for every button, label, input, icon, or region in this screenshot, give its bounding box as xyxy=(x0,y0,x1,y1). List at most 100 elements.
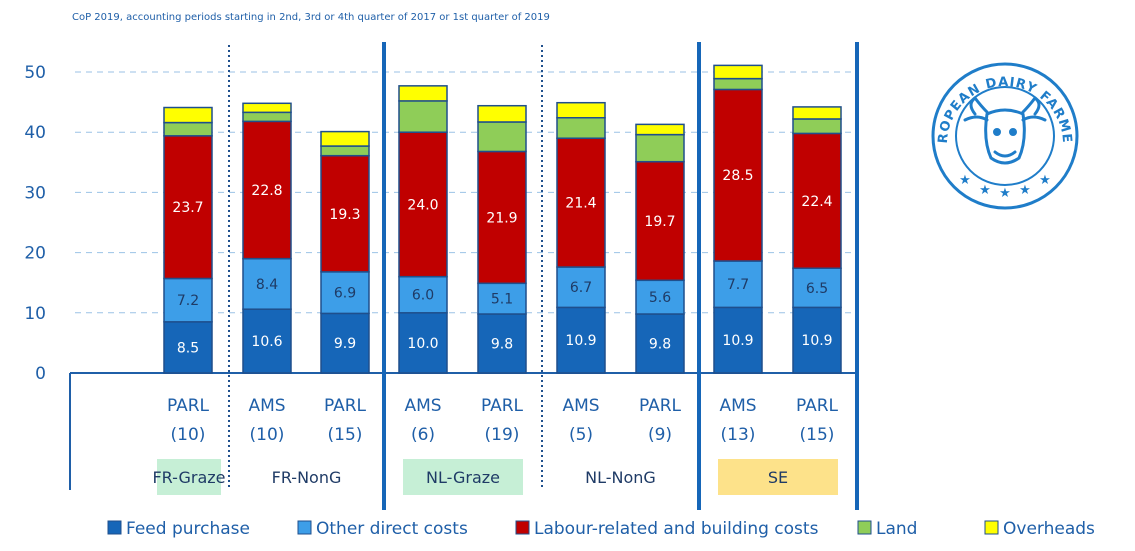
x-tick-count: (15) xyxy=(328,425,363,445)
bar-segment xyxy=(792,306,842,374)
group-label-highlight xyxy=(403,459,523,495)
data-label: 21.9 xyxy=(486,210,517,226)
legend-entry: Feed purchase xyxy=(126,519,250,539)
bar-segment xyxy=(556,306,606,374)
bar-segment xyxy=(792,118,842,135)
data-label: 10.6 xyxy=(251,334,282,350)
svg-text:★: ★ xyxy=(1039,173,1051,188)
bar-segment xyxy=(792,106,842,120)
bar-segment xyxy=(477,121,527,153)
x-tick-label: AMS xyxy=(248,396,285,416)
legend-entry: Overheads xyxy=(1003,519,1095,539)
svg-text:★: ★ xyxy=(1019,183,1031,198)
logo-stars: ★ ★ ★ ★ ★ xyxy=(959,173,1051,201)
data-label: 5.1 xyxy=(491,292,513,308)
group-label: FR-NonG xyxy=(272,468,342,487)
data-label: 9.8 xyxy=(649,337,671,353)
bar-segment xyxy=(163,106,213,124)
cow-head-icon xyxy=(963,96,1047,165)
x-axis-labels: PARL (10) AMS (10) PARL (15) AMS (6) PARL (19) AMS… xyxy=(167,396,839,445)
data-label: 9.9 xyxy=(334,336,356,352)
legend-entry: Other direct costs xyxy=(316,519,468,539)
bar-segment xyxy=(163,321,213,374)
legend-swatch xyxy=(857,520,872,535)
legend-swatch xyxy=(297,520,312,535)
bar-segment xyxy=(398,85,448,102)
bar-segment xyxy=(713,306,763,374)
bar-segment xyxy=(398,312,448,374)
x-tick-count: (6) xyxy=(411,425,435,445)
x-tick-label: PARL xyxy=(167,396,210,416)
data-label: 19.7 xyxy=(644,214,675,230)
svg-text:★: ★ xyxy=(979,183,991,198)
data-label: 24.0 xyxy=(407,197,438,213)
legend-swatch xyxy=(107,520,122,535)
bar-segment xyxy=(792,267,842,309)
bar-segment xyxy=(320,145,370,157)
y-tick-label: 10 xyxy=(24,304,46,324)
x-tick-label: PARL xyxy=(796,396,839,416)
x-tick-count: (10) xyxy=(171,425,206,445)
bar-segment xyxy=(477,150,527,285)
group-label: FR-Graze xyxy=(152,468,225,487)
data-label: 28.5 xyxy=(722,168,753,184)
bar-stack: 10.6 8.4 22.8 xyxy=(242,102,292,374)
bars: 8.5 7.2 23.7 10.6 8.4 22.8 9.9 6.9 19.3 10.0 6.0 24… xyxy=(163,64,842,374)
group-label-backgrounds xyxy=(157,459,838,495)
bar-segment xyxy=(556,266,606,309)
data-label: 9.8 xyxy=(491,337,513,353)
european-dairy-farmers-logo: EUROPEAN DAIRY FARMERS ★ ★ ★ ★ ★ xyxy=(931,62,1079,210)
data-label: 6.5 xyxy=(806,281,828,297)
logo-inner-ring xyxy=(955,86,1055,186)
x-tick-label: PARL xyxy=(324,396,367,416)
x-tick-label: PARL xyxy=(481,396,524,416)
data-label: 5.6 xyxy=(649,290,671,306)
bar-segment xyxy=(635,123,685,136)
bar-segment xyxy=(242,111,292,123)
bar-segment xyxy=(713,77,763,91)
bar-segment xyxy=(242,102,292,114)
bar-segment xyxy=(320,130,370,147)
bar-stack: 8.5 7.2 23.7 xyxy=(163,106,213,374)
bar-segment xyxy=(635,279,685,315)
data-label: 10.9 xyxy=(722,333,753,349)
bar-segment xyxy=(556,117,606,139)
data-label: 8.5 xyxy=(177,340,199,356)
data-label: 23.7 xyxy=(172,200,203,216)
bar-segment xyxy=(320,154,370,273)
bar-segment xyxy=(713,64,763,80)
data-label: 10.0 xyxy=(407,336,438,352)
x-tick-label: PARL xyxy=(639,396,682,416)
legend-entry: Land xyxy=(876,519,917,539)
bar-stack: 9.9 6.9 19.3 xyxy=(320,130,370,374)
group-labels: FR-Graze FR-NonG NL-Graze NL-NonG SE xyxy=(152,468,788,487)
data-label: 6.9 xyxy=(334,286,356,302)
bar-stack: 9.8 5.6 19.7 xyxy=(635,123,685,374)
x-tick-count: (9) xyxy=(648,425,672,445)
x-tick-count: (19) xyxy=(485,425,520,445)
data-label: 6.0 xyxy=(412,288,434,304)
x-tick-label: AMS xyxy=(562,396,599,416)
legend-swatch xyxy=(984,520,999,535)
group-label: SE xyxy=(768,468,788,487)
x-tick-count: (5) xyxy=(569,425,593,445)
data-label: 7.7 xyxy=(727,277,749,293)
svg-text:★: ★ xyxy=(999,186,1011,201)
bar-stack: 10.9 6.5 22.4 xyxy=(792,106,842,374)
bar-segment xyxy=(477,104,527,123)
bar-segment xyxy=(635,133,685,163)
data-label: 22.8 xyxy=(251,183,282,199)
legend: Feed purchase Other direct costs Labour-re… xyxy=(107,519,1095,539)
bar-stack: 10.9 7.7 28.5 xyxy=(713,64,763,374)
legend-entry: Labour-related and building costs xyxy=(534,519,819,539)
data-label: 7.2 xyxy=(177,293,199,309)
bar-segment xyxy=(163,277,213,323)
x-tick-label: AMS xyxy=(404,396,441,416)
x-tick-count: (10) xyxy=(250,425,285,445)
x-tick-count: (13) xyxy=(721,425,756,445)
bar-segment xyxy=(163,121,213,137)
bar-segment xyxy=(713,88,763,262)
data-label: 6.7 xyxy=(570,280,592,296)
y-tick-label: 20 xyxy=(24,244,46,264)
